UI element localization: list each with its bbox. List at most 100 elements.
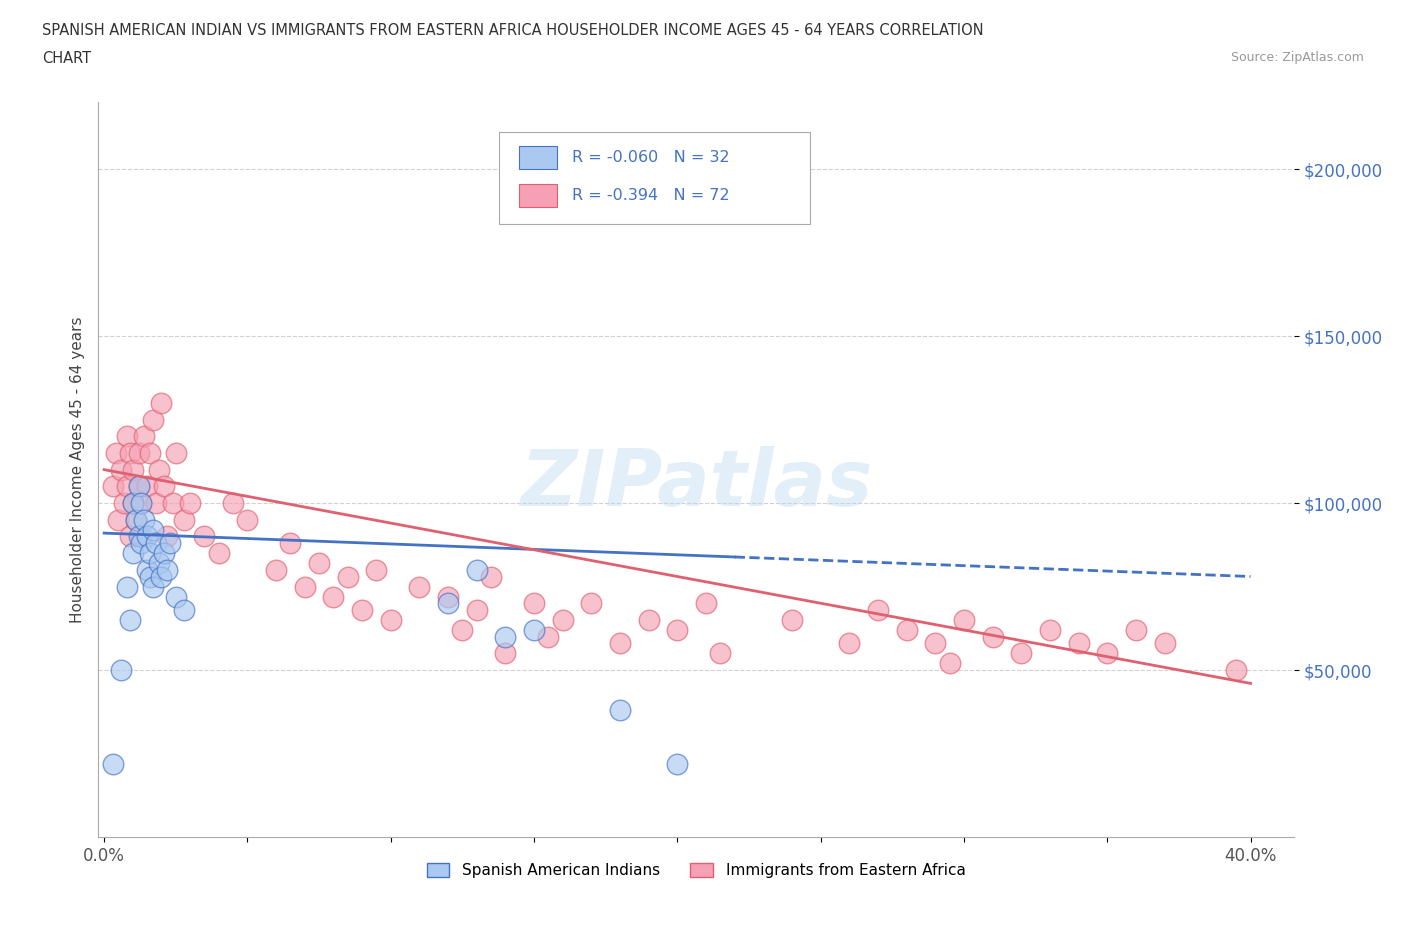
Point xyxy=(236,512,259,527)
Point xyxy=(139,569,162,584)
Point xyxy=(896,622,918,637)
Point xyxy=(322,589,344,604)
Point xyxy=(264,563,287,578)
Point xyxy=(465,563,488,578)
Point xyxy=(145,536,167,551)
Point xyxy=(136,563,159,578)
Point xyxy=(136,479,159,494)
Point xyxy=(124,512,146,527)
Point xyxy=(494,630,516,644)
Point xyxy=(150,395,173,410)
Point xyxy=(142,579,165,594)
Point xyxy=(118,613,141,628)
Point xyxy=(551,613,574,628)
Point xyxy=(162,496,184,511)
Point xyxy=(121,546,143,561)
Point xyxy=(1067,636,1090,651)
Point xyxy=(208,546,231,561)
FancyBboxPatch shape xyxy=(519,146,557,169)
Y-axis label: Householder Income Ages 45 - 64 years: Householder Income Ages 45 - 64 years xyxy=(69,316,84,623)
Point xyxy=(139,445,162,460)
Point xyxy=(165,589,187,604)
Point xyxy=(1153,636,1175,651)
Point xyxy=(537,630,560,644)
Point xyxy=(380,613,402,628)
Point xyxy=(148,462,170,477)
Point xyxy=(451,622,474,637)
Point xyxy=(107,512,129,527)
Point xyxy=(352,603,374,618)
Point xyxy=(145,496,167,511)
Point xyxy=(523,622,546,637)
Point xyxy=(121,462,143,477)
Point xyxy=(112,496,135,511)
Text: ZIPatlas: ZIPatlas xyxy=(520,446,872,523)
Point xyxy=(115,579,138,594)
Point xyxy=(118,445,141,460)
Text: CHART: CHART xyxy=(42,51,91,66)
Point xyxy=(938,656,960,671)
Point xyxy=(179,496,201,511)
Point xyxy=(581,596,603,611)
Point xyxy=(136,529,159,544)
Point xyxy=(118,529,141,544)
Point xyxy=(128,479,150,494)
Point xyxy=(336,569,359,584)
Text: Source: ZipAtlas.com: Source: ZipAtlas.com xyxy=(1230,51,1364,64)
Point xyxy=(153,546,176,561)
Point xyxy=(128,445,150,460)
Point xyxy=(110,462,132,477)
Point xyxy=(142,412,165,427)
Point xyxy=(494,646,516,661)
Point xyxy=(1097,646,1119,661)
Point xyxy=(1010,646,1032,661)
Point xyxy=(165,445,187,460)
Point xyxy=(981,630,1004,644)
Point xyxy=(142,523,165,538)
Point xyxy=(222,496,245,511)
Point xyxy=(156,529,179,544)
Point xyxy=(104,445,127,460)
Point xyxy=(866,603,889,618)
Point xyxy=(637,613,659,628)
Point xyxy=(139,546,162,561)
Point xyxy=(131,529,153,544)
Point xyxy=(173,512,195,527)
FancyBboxPatch shape xyxy=(519,184,557,207)
Point xyxy=(294,579,316,594)
Point xyxy=(1125,622,1147,637)
Point xyxy=(465,603,488,618)
Point xyxy=(193,529,215,544)
Point xyxy=(124,512,146,527)
Point xyxy=(134,512,156,527)
Point xyxy=(437,589,460,604)
Point xyxy=(121,496,143,511)
Point xyxy=(101,479,124,494)
Point xyxy=(437,596,460,611)
Point xyxy=(131,496,153,511)
Point xyxy=(101,756,124,771)
Point xyxy=(115,429,138,444)
Point xyxy=(838,636,860,651)
Point xyxy=(121,496,143,511)
Point xyxy=(131,496,153,511)
Point xyxy=(666,756,689,771)
Point xyxy=(924,636,946,651)
Point xyxy=(280,536,302,551)
Point xyxy=(523,596,546,611)
Text: R = -0.060   N = 32: R = -0.060 N = 32 xyxy=(572,150,730,165)
Point xyxy=(780,613,803,628)
Point xyxy=(150,569,173,584)
Point xyxy=(1225,662,1247,677)
Point xyxy=(173,603,195,618)
Point xyxy=(153,479,176,494)
Legend: Spanish American Indians, Immigrants from Eastern Africa: Spanish American Indians, Immigrants fro… xyxy=(420,857,972,884)
Point xyxy=(366,563,388,578)
Point xyxy=(695,596,717,611)
Text: R = -0.394   N = 72: R = -0.394 N = 72 xyxy=(572,188,730,203)
FancyBboxPatch shape xyxy=(499,132,810,223)
Point xyxy=(134,429,156,444)
Point xyxy=(115,479,138,494)
Text: SPANISH AMERICAN INDIAN VS IMMIGRANTS FROM EASTERN AFRICA HOUSEHOLDER INCOME AGE: SPANISH AMERICAN INDIAN VS IMMIGRANTS FR… xyxy=(42,23,984,38)
Point xyxy=(1039,622,1062,637)
